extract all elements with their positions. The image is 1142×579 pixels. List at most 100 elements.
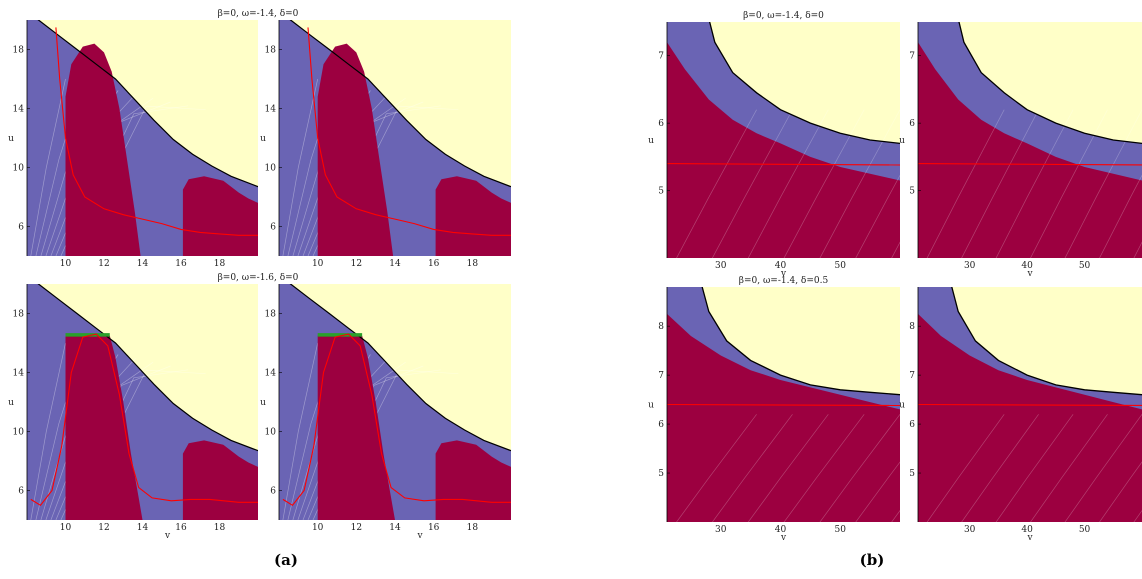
panel-a-tl: 10 12 14 16 18 6 10 14 18 u β=0, ω=-1.4, δ=0 — [8, 9, 299, 269]
boundary-curve — [951, 287, 1142, 396]
boundary-curve — [37, 20, 258, 188]
boundary-curve — [958, 22, 1142, 145]
panel-plot-area — [279, 20, 511, 256]
y-tick-label: 14 — [13, 369, 25, 379]
x-axis-label: v — [416, 531, 423, 541]
stable-region — [65, 335, 143, 520]
x-tick-label: 16 — [428, 523, 440, 533]
y-tick-label: 18 — [265, 46, 277, 56]
y-axis-label: u — [260, 134, 266, 144]
boundary-curve — [701, 287, 900, 396]
flow-line — [926, 414, 1005, 522]
x-tick-label: 14 — [389, 259, 401, 269]
x-tick-label: 30 — [715, 525, 727, 535]
flow-line — [995, 414, 1074, 522]
y-tick-label: 6 — [270, 487, 276, 497]
x-axis-label: v — [164, 531, 171, 541]
panel-plot-area — [27, 20, 258, 256]
flow-line — [995, 109, 1074, 258]
y-tick-label: 10 — [13, 428, 25, 438]
x-tick-label: 10 — [312, 259, 324, 269]
panel-plot-area — [279, 284, 511, 520]
flow-line — [855, 461, 900, 522]
x-tick-label: 40 — [775, 261, 787, 271]
trajectory-curve — [282, 333, 511, 507]
panel-b-br: 30 40 50 5 6 7 8 u v — [899, 287, 1142, 543]
y-tick-label: 10 — [265, 164, 277, 174]
stable-region — [918, 42, 1142, 258]
panel-title: β=0, ω=-1.4, δ=0.5 — [739, 276, 829, 286]
trajectory-curve — [30, 333, 258, 507]
x-axis-label: v — [1026, 533, 1033, 543]
boundary-curve — [708, 22, 900, 145]
y-axis-label: u — [648, 401, 654, 411]
flow-line — [819, 109, 900, 258]
panel-plot-area — [667, 22, 900, 258]
y-tick-label: 8 — [658, 322, 664, 332]
boundary-curve — [289, 284, 511, 452]
boundary-curve — [289, 20, 511, 188]
x-axis-label: v — [1026, 269, 1033, 279]
flow-line — [282, 78, 319, 256]
trajectory-curve — [918, 163, 1142, 166]
y-axis-label: u — [648, 136, 654, 146]
x-tick-label: 14 — [137, 259, 149, 269]
flow-line — [1030, 109, 1108, 258]
trajectory-curve — [307, 27, 511, 236]
y-tick-label: 18 — [13, 310, 25, 320]
x-tick-label: 18 — [214, 523, 226, 533]
flow-line — [282, 342, 319, 520]
caption-a: (a) — [274, 551, 298, 569]
flow-line — [819, 414, 900, 522]
y-tick-label: 7 — [658, 52, 664, 62]
y-tick-label: 5 — [909, 469, 915, 479]
panel-plot-area — [667, 287, 900, 522]
panel-b-tl: 30 40 50 5 6 7 u v β=0, ω=-1.4, δ=0 — [648, 11, 900, 279]
flow-line — [1030, 414, 1108, 522]
x-tick-label: 30 — [964, 525, 976, 535]
flow-line — [30, 342, 66, 520]
x-tick-label: 50 — [835, 525, 847, 535]
y-axis-label: u — [899, 136, 905, 146]
flow-line — [676, 414, 757, 522]
stable-region-secondary — [182, 176, 258, 256]
caption-b: (b) — [860, 551, 885, 569]
x-tick-label: 50 — [1079, 525, 1091, 535]
flow-line — [711, 109, 793, 258]
flow-line — [1099, 461, 1142, 522]
stable-region-secondary — [182, 440, 258, 520]
trajectory-curve — [55, 27, 258, 236]
x-tick-label: 18 — [214, 259, 226, 269]
y-tick-label: 6 — [909, 420, 915, 430]
panel-plot-area — [918, 22, 1142, 258]
flow-line — [783, 414, 865, 522]
x-tick-label: 16 — [175, 523, 187, 533]
y-tick-label: 10 — [265, 428, 277, 438]
x-axis-label: v — [780, 269, 787, 279]
y-tick-label: 14 — [13, 105, 25, 115]
x-tick-label: 30 — [964, 261, 976, 271]
y-tick-label: 6 — [270, 223, 276, 233]
y-tick-label: 6 — [658, 420, 664, 430]
y-tick-label: 18 — [13, 46, 25, 56]
x-tick-label: 18 — [467, 259, 479, 269]
x-tick-label: 40 — [1021, 525, 1033, 535]
panel-plot-area — [27, 284, 258, 520]
flow-line — [926, 109, 1005, 258]
trajectory-curve — [667, 403, 900, 407]
y-tick-label: 8 — [909, 322, 915, 332]
y-tick-label: 7 — [909, 52, 915, 62]
y-axis-label: u — [8, 398, 14, 408]
flow-line — [1064, 414, 1142, 522]
x-axis-label: v — [780, 533, 787, 543]
x-tick-label: 10 — [312, 523, 324, 533]
x-tick-label: 10 — [60, 523, 72, 533]
x-tick-label: 40 — [1021, 261, 1033, 271]
y-tick-label: 5 — [909, 187, 915, 197]
y-tick-label: 7 — [909, 371, 915, 381]
stable-region-secondary — [435, 440, 511, 520]
x-tick-label: 16 — [428, 259, 440, 269]
x-tick-label: 12 — [98, 259, 109, 269]
flow-line — [30, 78, 66, 256]
